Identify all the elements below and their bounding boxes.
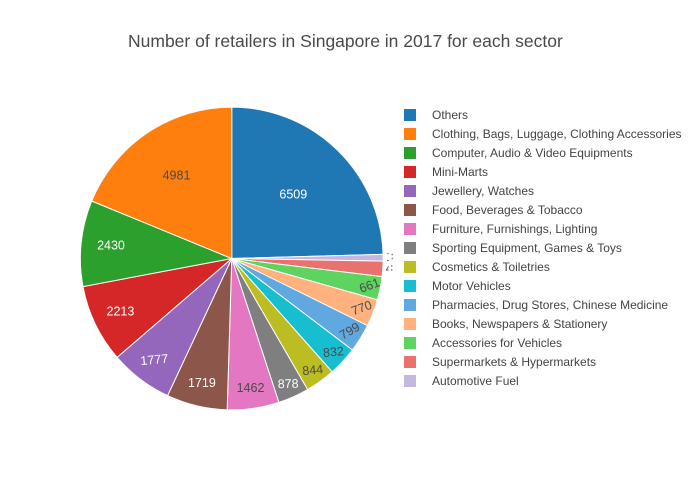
svg-text:1719: 1719: [188, 376, 216, 390]
svg-text:1777: 1777: [140, 352, 169, 368]
svg-text:844: 844: [302, 362, 324, 378]
svg-text:6509: 6509: [279, 188, 307, 202]
svg-text:2213: 2213: [107, 304, 135, 318]
svg-text:2430: 2430: [97, 239, 125, 253]
svg-text:1462: 1462: [237, 381, 265, 395]
svg-text:832: 832: [322, 344, 344, 360]
svg-text:4981: 4981: [163, 168, 191, 182]
svg-text:878: 878: [277, 377, 298, 392]
